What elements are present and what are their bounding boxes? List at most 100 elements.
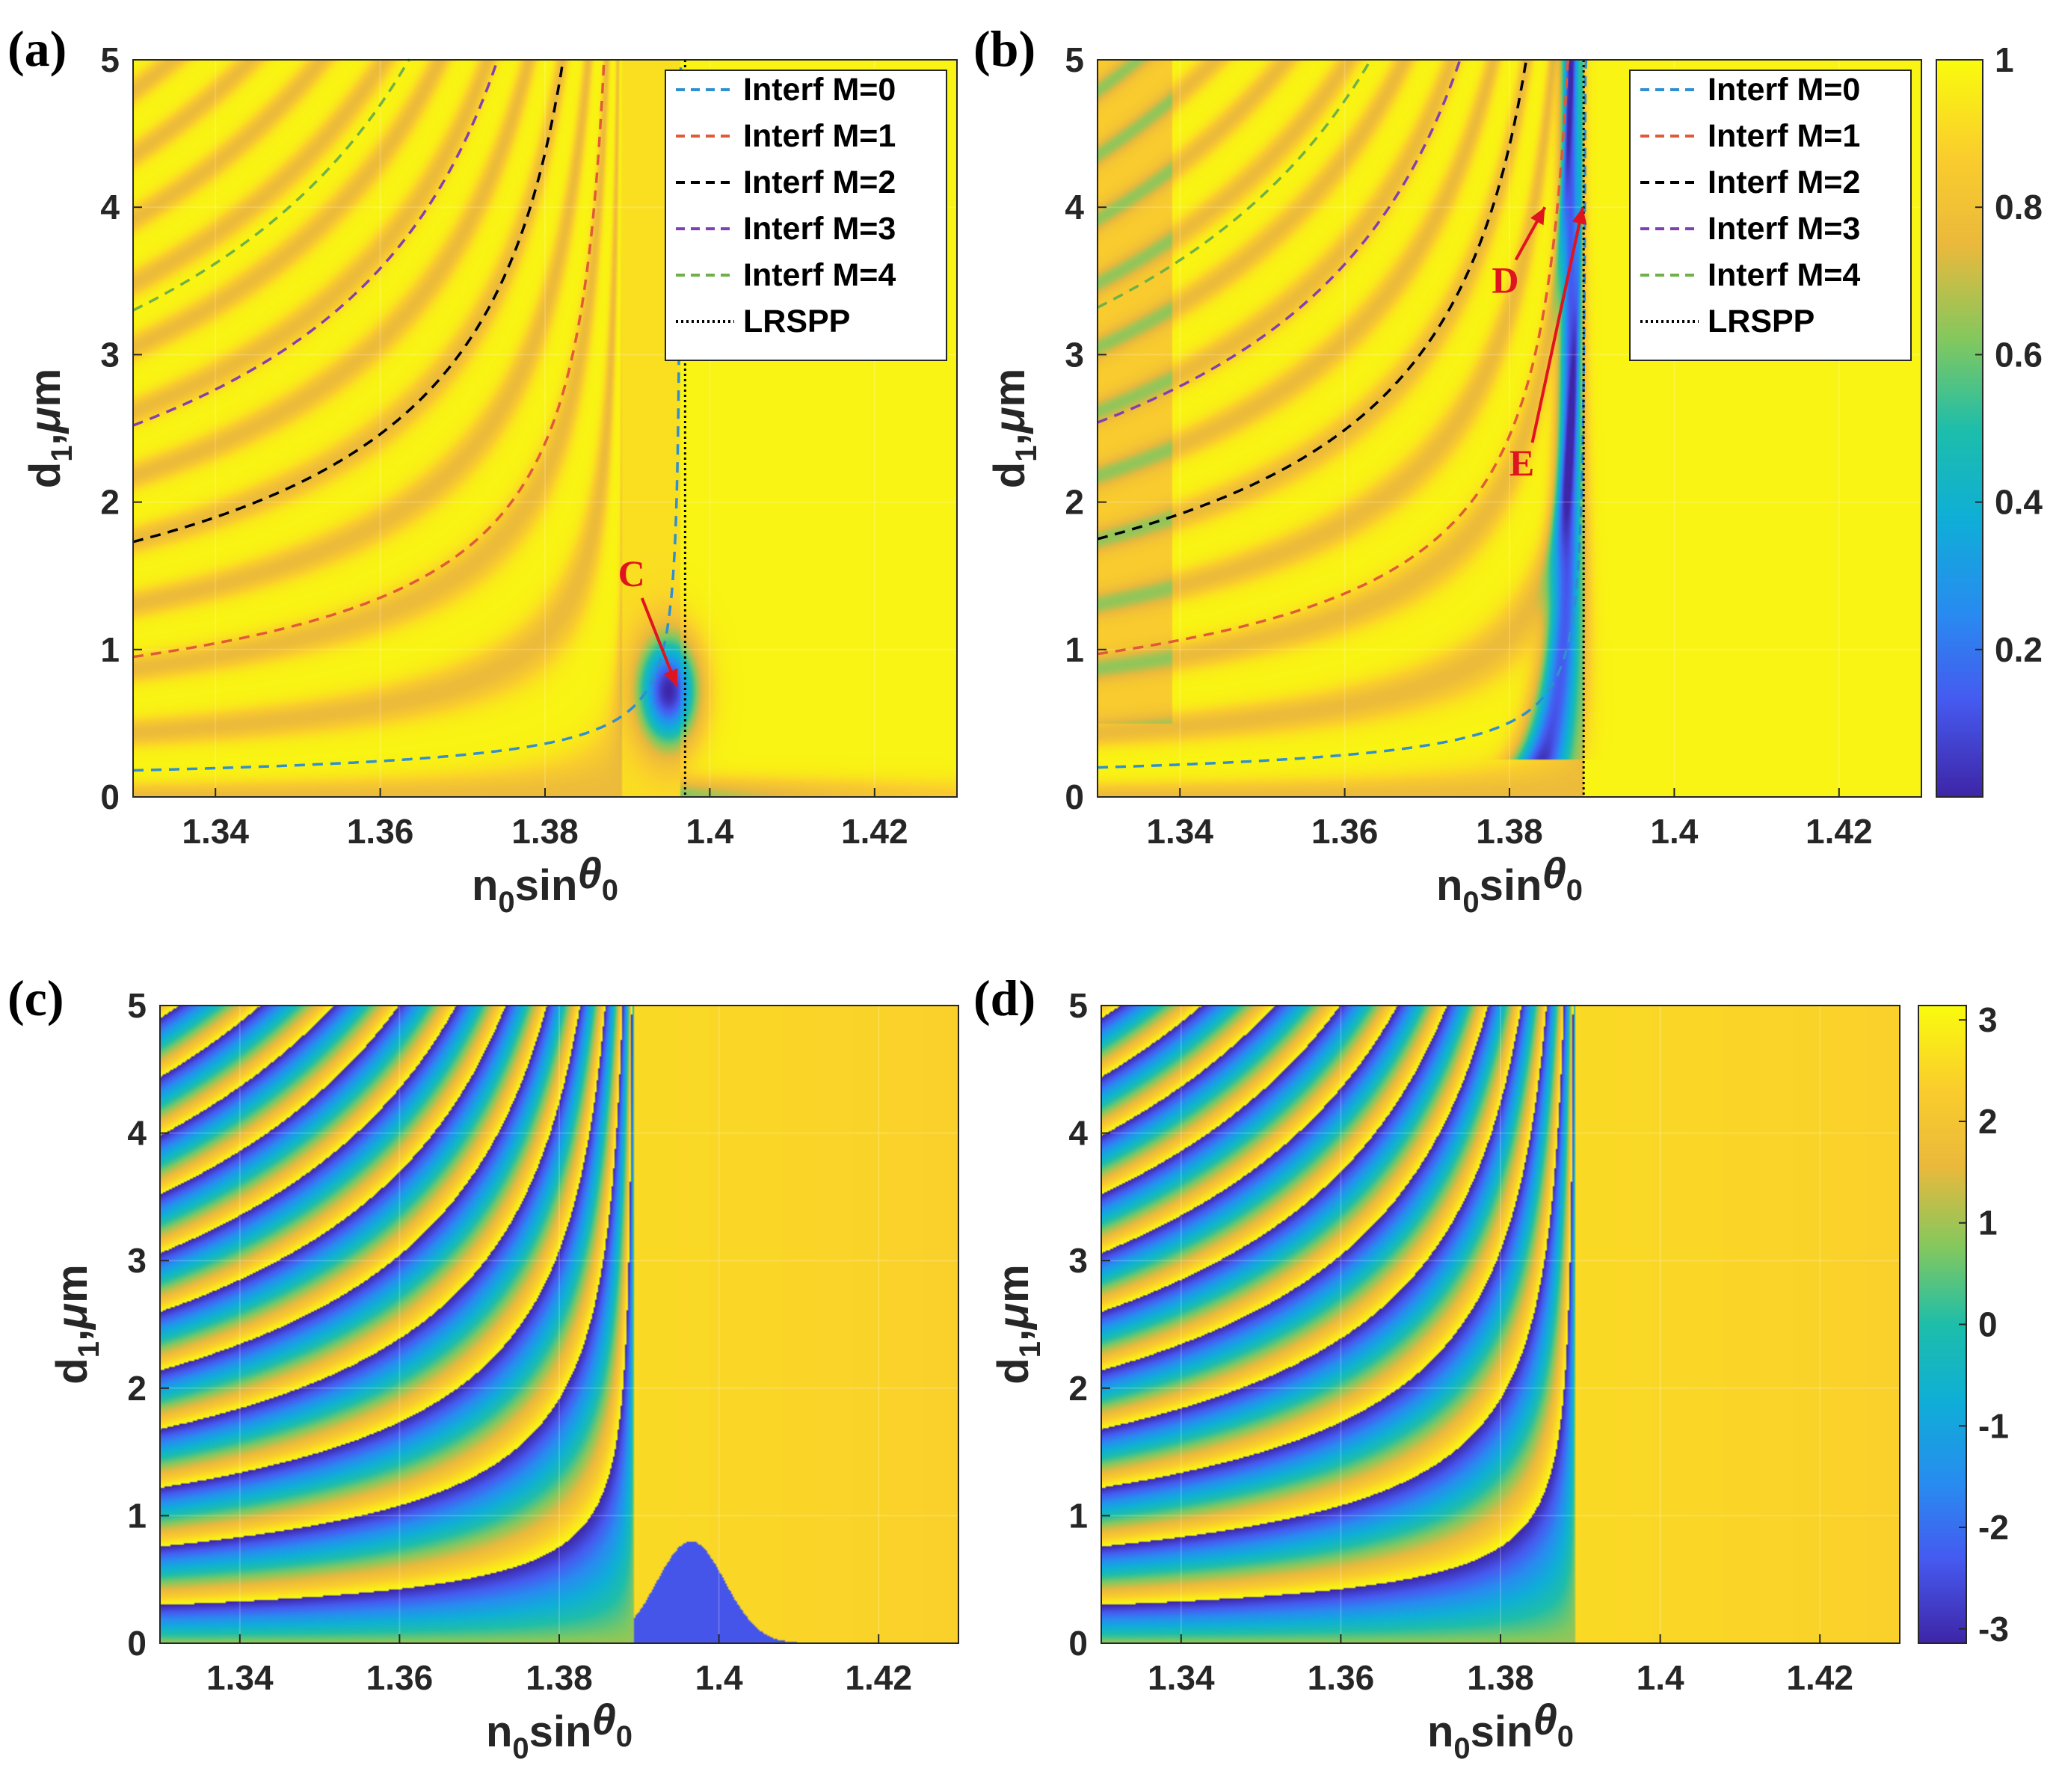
panel-label-d: (d) (973, 970, 1035, 1026)
annotation-label-c: C (618, 552, 645, 594)
x-tick-label: 1.38 (511, 812, 579, 851)
colorbar-tick-label: 1 (1995, 40, 2014, 79)
legend-entry-label: Interf M=3 (1708, 211, 1860, 247)
x-tick-label: 1.4 (695, 1658, 743, 1697)
y-tick-label: 5 (100, 40, 120, 79)
y-tick-label: 5 (1065, 40, 1084, 79)
y-axis-label: d1,μm (985, 369, 1043, 488)
colorbar-tick-label: 0.2 (1995, 630, 2043, 669)
panel-d: 1.34 1.36 1.38 1.4 1.42 0 1 2 3 4 5 n0sinθ0 d1,μm (d) (973, 970, 1900, 1765)
x-tick-label: 1.42 (845, 1658, 912, 1697)
y-tick-label: 3 (1068, 1241, 1088, 1280)
y-axis-label: d1,μm (21, 369, 79, 488)
legend: Interf M=0 Interf M=1 Interf M=2 Interf M=3… (1629, 70, 1912, 361)
colorbar-tick-label: 2 (1978, 1102, 1998, 1141)
x-tick-label: 1.34 (1146, 812, 1213, 851)
x-tick-label: 1.4 (1650, 812, 1698, 851)
panel-label-a: (a) (7, 20, 67, 77)
colorbar-tick-label: 0.8 (1995, 188, 2043, 227)
x-tick-label: 1.38 (1476, 812, 1543, 851)
x-tick-label: 1.34 (206, 1658, 274, 1697)
legend-box (665, 70, 947, 361)
x-tick-label: 1.38 (1467, 1658, 1534, 1697)
series-interf-m0-curve (132, 59, 683, 772)
panel-c: 1.34 1.36 1.38 1.4 1.42 0 1 2 3 4 5 n0sinθ0 d1,μm (c) (7, 970, 959, 1765)
y-tick-label: 2 (127, 1369, 147, 1408)
x-axis-label: n0sinθ0 (1436, 849, 1583, 919)
y-tick-label: 1 (1065, 630, 1084, 669)
colorbar-tick-label: -3 (1978, 1610, 2009, 1648)
series-interf-m3-curve (1097, 58, 1462, 424)
annotation-label-e: E (1509, 442, 1534, 484)
colorbar-tick-label: -1 (1978, 1406, 2009, 1445)
colorbar-tick-label: -2 (1978, 1508, 2009, 1547)
y-axis-label: d1,μm (989, 1264, 1047, 1384)
x-tick-label: 1.36 (347, 812, 414, 851)
y-tick-label: 5 (127, 986, 147, 1025)
colorbar-tick-label: 0.6 (1995, 335, 2043, 374)
colorbar-tick-label: 3 (1978, 1000, 1998, 1039)
y-tick-label: 0 (100, 778, 120, 816)
panel-label-c: (c) (7, 970, 64, 1026)
colorbar-tick-label: 1 (1978, 1204, 1998, 1243)
colorbar-d: 3 2 1 0 -1 -2 -3 (1918, 1000, 2009, 1648)
x-axis-label: n0sinθ0 (486, 1696, 633, 1765)
colorbar-tick-label: 0.4 (1995, 483, 2043, 522)
y-tick-label: 4 (1068, 1114, 1088, 1153)
y-tick-label: 1 (100, 630, 120, 669)
x-tick-label: 1.34 (1148, 1658, 1215, 1697)
legend-entry-label: Interf M=0 (743, 72, 896, 108)
series-interf-m1-curve (1097, 59, 1570, 656)
legend-entry-label: LRSPP (1708, 304, 1815, 339)
x-tick-label: 1.36 (366, 1658, 434, 1697)
series-interf-m2-curve (1097, 59, 1528, 541)
series-interf-m3-curve (132, 59, 499, 427)
panel-a: 1.34 1.36 1.38 1.4 1.42 0 1 2 3 4 5 n0sinθ0 d1,μm (a)… (7, 20, 958, 919)
y-tick-label: 4 (100, 188, 120, 227)
annotation-arrowhead (1530, 207, 1545, 226)
x-axis-label: n0sinθ0 (1427, 1696, 1574, 1765)
annotation-arrow-e (1530, 206, 1585, 443)
x-tick-label: 1.38 (526, 1658, 593, 1697)
series-interf-m4-curve (132, 58, 410, 312)
legend-entry-label: Interf M=3 (743, 211, 896, 247)
y-tick-label: 3 (127, 1241, 147, 1280)
y-tick-label: 4 (127, 1114, 147, 1153)
legend-entry-label: Interf M=4 (1708, 257, 1860, 293)
x-tick-label: 1.42 (1786, 1658, 1853, 1697)
series-interf-m0-curve (1097, 59, 1588, 769)
y-tick-label: 0 (1065, 778, 1084, 816)
x-tick-label: 1.36 (1308, 1658, 1375, 1697)
heatmap-c (160, 1006, 958, 1643)
y-tick-label: 2 (100, 483, 120, 522)
legend-box (1629, 70, 1912, 361)
annotation-arrowhead (1572, 207, 1587, 225)
x-tick-label: 1.36 (1311, 812, 1379, 851)
colorbar-gradient (1936, 60, 1983, 797)
y-axis-label: d1,μm (48, 1264, 105, 1384)
x-tick-label: 1.34 (182, 812, 249, 851)
y-tick-label: 1 (1068, 1496, 1088, 1535)
colorbar-frame (1936, 59, 1983, 798)
x-tick-label: 1.42 (841, 812, 908, 851)
panel-label-b: (b) (973, 20, 1035, 77)
x-axis-label: n0sinθ0 (472, 849, 618, 919)
panel-b: 1.34 1.36 1.38 1.4 1.42 0 1 2 3 4 5 n0sinθ0 d1,μm (b)… (973, 20, 1922, 919)
series-interf-m4-curve (1097, 58, 1373, 309)
x-tick-label: 1.4 (1637, 1658, 1684, 1697)
legend-entry-label: Interf M=0 (1708, 72, 1860, 108)
x-tick-label: 1.4 (686, 812, 733, 851)
legend-entry-label: Interf M=4 (743, 257, 896, 293)
heatmap-d (1101, 1006, 1900, 1643)
legend: Interf M=0 Interf M=1 Interf M=2 Interf M=3… (665, 70, 947, 361)
x-tick-label: 1.42 (1806, 812, 1873, 851)
y-tick-label: 3 (1065, 335, 1084, 374)
y-tick-label: 0 (127, 1624, 147, 1663)
y-tick-label: 2 (1065, 483, 1084, 522)
y-tick-label: 4 (1065, 188, 1084, 227)
series-interf-m1-curve (132, 59, 606, 659)
colorbar-tick-label: 0 (1978, 1305, 1998, 1344)
legend-entry-label: Interf M=1 (1708, 118, 1860, 154)
y-tick-label: 5 (1068, 986, 1088, 1025)
